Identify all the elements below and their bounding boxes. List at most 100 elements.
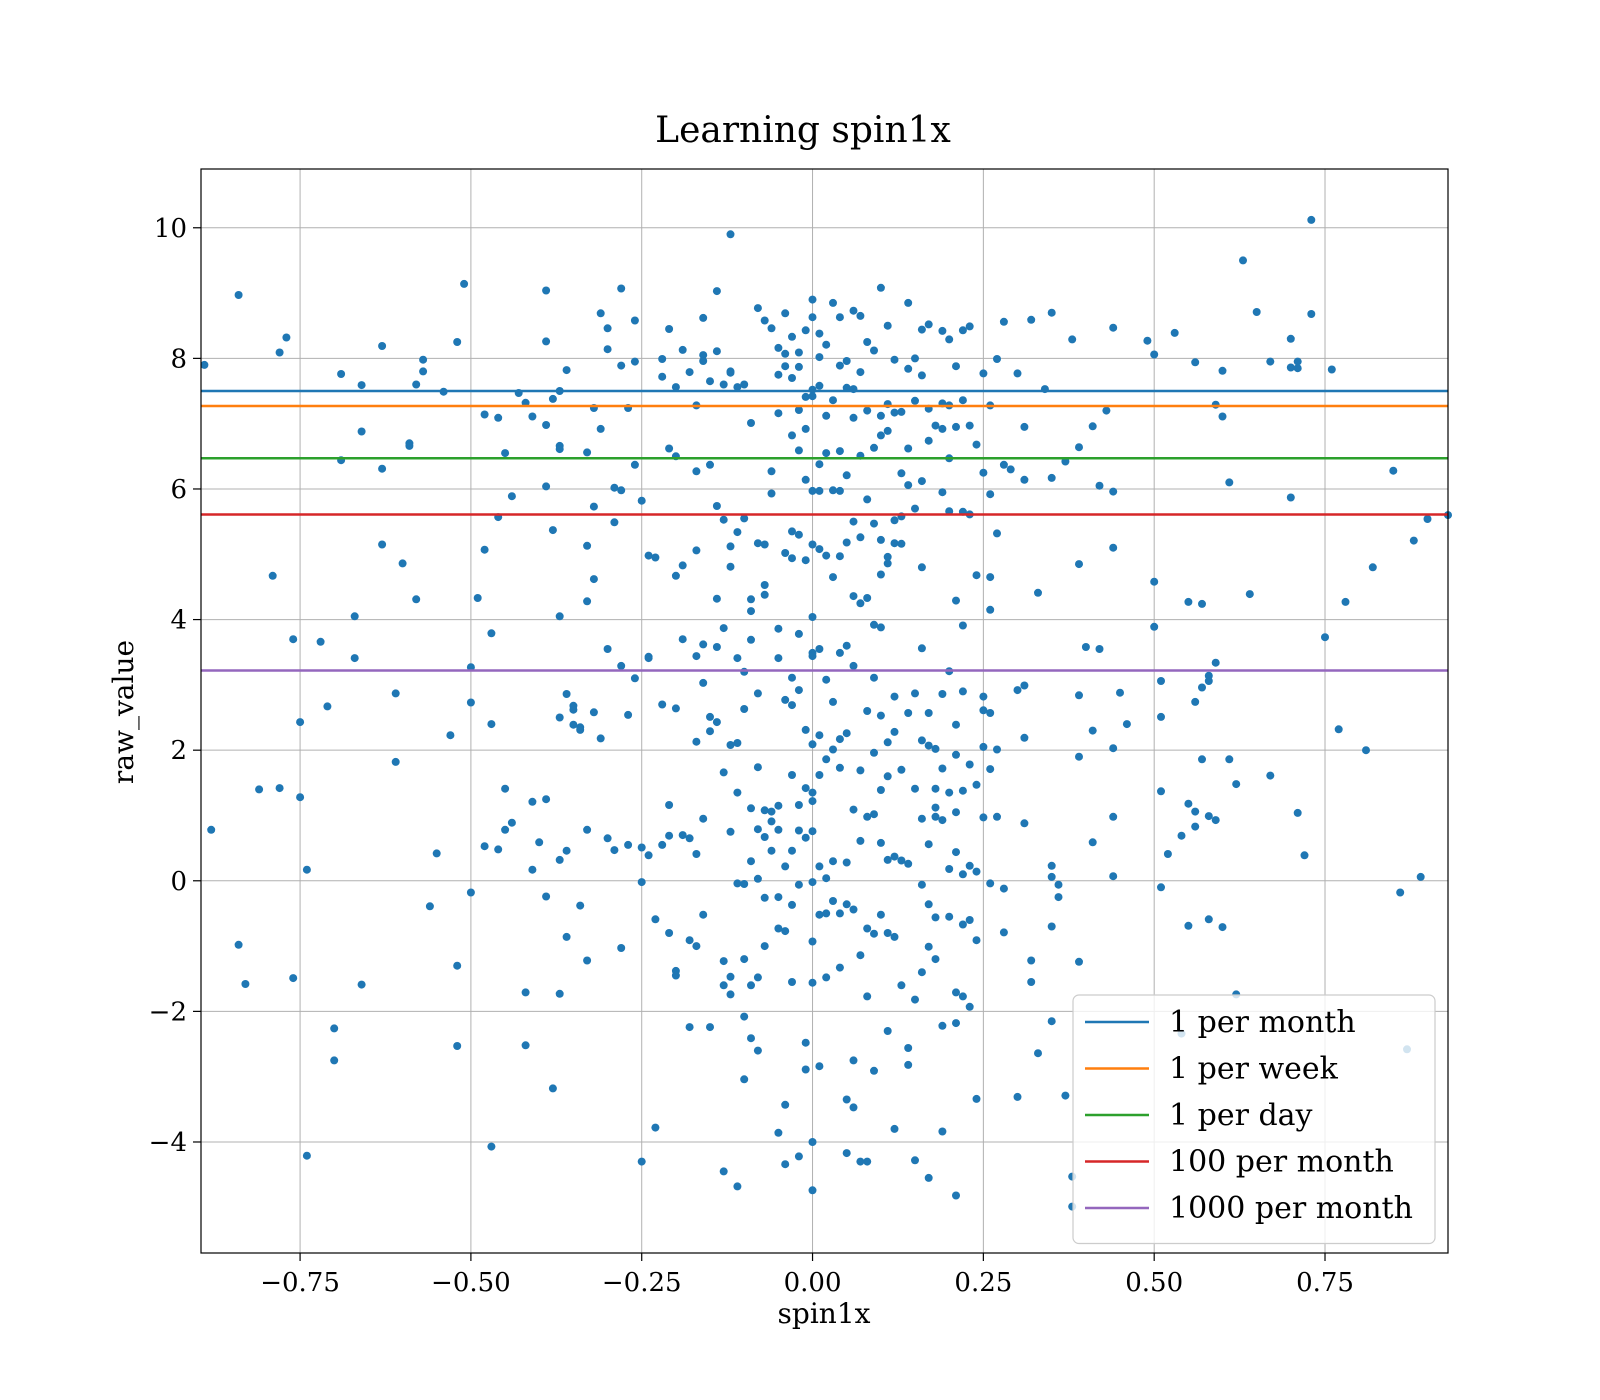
scatter-point bbox=[883, 559, 892, 568]
scatter-point bbox=[801, 475, 810, 484]
scatter-point bbox=[774, 893, 783, 902]
scatter-point bbox=[870, 346, 878, 355]
scatter-point bbox=[337, 370, 346, 378]
scatter-point bbox=[904, 1060, 913, 1069]
scatter-point bbox=[794, 446, 803, 455]
scatter-point bbox=[972, 936, 981, 945]
scatter-point bbox=[624, 840, 633, 849]
scatter-point bbox=[719, 515, 728, 524]
scatter-point bbox=[330, 1024, 339, 1033]
scatter-point bbox=[637, 843, 646, 852]
scatter-point bbox=[890, 692, 899, 701]
scatter-point bbox=[644, 551, 653, 560]
scatter-point bbox=[822, 551, 831, 560]
scatter-point bbox=[897, 407, 906, 416]
scatter-point bbox=[391, 757, 400, 766]
scatter-point bbox=[822, 411, 831, 420]
scatter-point bbox=[794, 348, 803, 357]
scatter-point bbox=[1034, 588, 1042, 597]
scatter-point bbox=[692, 737, 701, 746]
scatter-point bbox=[583, 825, 592, 834]
scatter-point bbox=[726, 542, 735, 551]
scatter-point bbox=[1163, 850, 1172, 858]
scatter-point bbox=[1020, 681, 1029, 690]
scatter-point bbox=[699, 357, 708, 365]
scatter-point bbox=[801, 1038, 810, 1047]
scatter-point bbox=[931, 955, 940, 964]
scatter-point bbox=[958, 687, 967, 696]
scatter-point bbox=[1047, 872, 1056, 881]
scatter-point bbox=[706, 1023, 714, 1032]
scatter-point bbox=[1054, 893, 1063, 902]
scatter-point bbox=[876, 535, 885, 544]
scatter-point bbox=[296, 793, 305, 802]
scatter-point bbox=[658, 700, 667, 709]
scatter-point bbox=[952, 808, 960, 817]
y-tick-label: 2 bbox=[170, 736, 187, 766]
scatter-point bbox=[1307, 215, 1316, 224]
scatter-point bbox=[808, 937, 817, 946]
scatter-point bbox=[835, 552, 844, 561]
scatter-point bbox=[610, 518, 619, 527]
scatter-point bbox=[740, 955, 749, 964]
scatter-point bbox=[1198, 683, 1206, 692]
scatter-point bbox=[1081, 643, 1090, 651]
scatter-point bbox=[733, 383, 742, 392]
scatter-point bbox=[917, 736, 926, 745]
scatter-point bbox=[890, 539, 899, 548]
scatter-point bbox=[781, 362, 790, 371]
scatter-point bbox=[685, 368, 694, 377]
scatter-point bbox=[1286, 363, 1295, 372]
scatter-point bbox=[979, 468, 988, 477]
scatter-point bbox=[767, 467, 776, 476]
x-tick-label: 0.25 bbox=[954, 1268, 1012, 1298]
scatter-point bbox=[1286, 334, 1295, 343]
scatter-point bbox=[986, 709, 995, 717]
scatter-point bbox=[617, 361, 626, 370]
scatter-point bbox=[521, 1041, 530, 1050]
scatter-point bbox=[767, 324, 776, 333]
scatter-point bbox=[842, 1095, 851, 1104]
scatter-point bbox=[719, 981, 728, 990]
scatter-point bbox=[876, 838, 885, 847]
scatter-point bbox=[876, 570, 885, 579]
scatter-point bbox=[986, 490, 995, 499]
scatter-point bbox=[583, 448, 592, 457]
scatter-point bbox=[501, 825, 510, 834]
scatter-point bbox=[829, 573, 837, 582]
scatter-point bbox=[883, 929, 892, 937]
scatter-point bbox=[808, 652, 817, 661]
scatter-point bbox=[1211, 816, 1220, 825]
scatter-point bbox=[562, 932, 571, 941]
scatter-point bbox=[876, 910, 885, 919]
scatter-point bbox=[917, 968, 926, 977]
scatter-point bbox=[507, 492, 516, 501]
scatter-point bbox=[815, 771, 824, 779]
scatter-point bbox=[685, 1023, 694, 1032]
scatter-point bbox=[1416, 872, 1425, 881]
scatter-point bbox=[207, 825, 216, 834]
scatter-point bbox=[699, 313, 708, 322]
scatter-point bbox=[275, 784, 284, 793]
scatter-point bbox=[924, 741, 933, 750]
scatter-point bbox=[671, 971, 680, 980]
scatter-point bbox=[904, 1044, 913, 1052]
scatter-point bbox=[378, 342, 387, 350]
scatter-point bbox=[706, 727, 714, 736]
scatter-point bbox=[699, 678, 708, 687]
scatter-point bbox=[719, 957, 728, 966]
scatter-point bbox=[241, 980, 250, 988]
scatter-point bbox=[958, 396, 967, 405]
scatter-point bbox=[986, 605, 995, 614]
scatter-point bbox=[993, 355, 1001, 363]
scatter-point bbox=[494, 413, 503, 422]
scatter-point bbox=[897, 981, 906, 990]
scatter-point bbox=[1293, 808, 1302, 817]
scatter-point bbox=[979, 742, 988, 751]
scatter-point bbox=[767, 846, 776, 855]
x-axis-label: spin1x bbox=[778, 1297, 871, 1330]
scatter-point bbox=[890, 408, 899, 417]
scatter-point bbox=[808, 788, 817, 797]
x-tick-label: −0.50 bbox=[431, 1268, 511, 1298]
scatter-point bbox=[760, 893, 769, 902]
